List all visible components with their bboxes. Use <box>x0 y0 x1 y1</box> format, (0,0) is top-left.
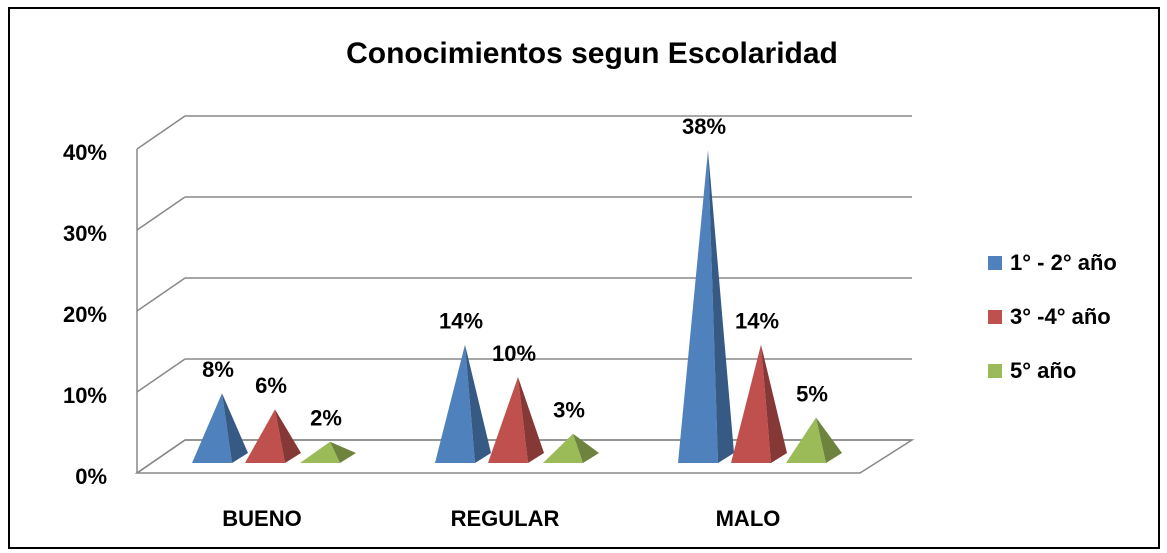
value-label: 8% <box>202 357 234 382</box>
pyramid-front <box>488 377 528 463</box>
pyramid-front <box>300 441 340 463</box>
pyramid-front <box>678 150 718 463</box>
value-label: 3% <box>553 398 585 423</box>
pyramid <box>300 441 356 463</box>
x-tick-label: REGULAR <box>451 506 560 531</box>
value-label: 14% <box>439 308 483 333</box>
pyramid-side <box>761 344 787 463</box>
pyramid <box>245 409 301 463</box>
value-label: 5% <box>796 381 828 406</box>
side-grid-line <box>136 439 186 474</box>
pyramid <box>192 393 248 463</box>
value-label: 2% <box>310 406 342 431</box>
pyramid-side <box>816 417 842 463</box>
pyramid-side <box>275 409 301 463</box>
pyramid-front <box>245 409 285 463</box>
value-label: 10% <box>492 341 536 366</box>
x-tick-label: MALO <box>716 506 781 531</box>
pyramid-front <box>543 433 583 463</box>
y-tick-label: 10% <box>63 383 107 408</box>
side-grid-line <box>136 358 186 393</box>
pyramid-front <box>731 344 771 463</box>
x-tick-label: BUENO <box>222 506 301 531</box>
legend-swatch <box>988 364 1002 378</box>
pyramid <box>435 344 491 463</box>
pyramid <box>543 433 599 463</box>
legend-label: 1° - 2° año <box>1010 250 1117 275</box>
y-tick-label: 30% <box>63 221 107 246</box>
pyramid <box>731 344 787 463</box>
side-grid-line <box>136 196 186 231</box>
legend-swatch <box>988 256 1002 270</box>
pyramid-side <box>465 344 491 463</box>
legend-swatch <box>988 310 1002 324</box>
pyramid-side <box>573 433 599 463</box>
pyramid <box>488 377 544 463</box>
pyramid-side <box>518 377 544 463</box>
value-label: 14% <box>735 308 779 333</box>
legend-label: 3° -4° año <box>1010 304 1111 329</box>
y-tick-label: 40% <box>63 140 107 165</box>
y-tick-label: 0% <box>75 464 107 489</box>
y-tick-label: 20% <box>63 302 107 327</box>
value-label: 38% <box>682 114 726 139</box>
side-grid-line <box>136 115 186 150</box>
pyramid <box>678 150 734 463</box>
legend-label: 5° año <box>1010 358 1076 383</box>
value-label: 6% <box>255 373 287 398</box>
pyramid-side <box>330 441 356 463</box>
pyramid-side <box>708 150 734 463</box>
pyramid-front <box>192 393 232 463</box>
pyramid-front <box>786 417 826 463</box>
chart-title: Conocimientos segun Escolaridad <box>346 37 838 70</box>
pyramid-side <box>222 393 248 463</box>
pyramid <box>786 417 842 463</box>
pyramid-front <box>435 344 475 463</box>
side-grid-line <box>136 277 186 312</box>
